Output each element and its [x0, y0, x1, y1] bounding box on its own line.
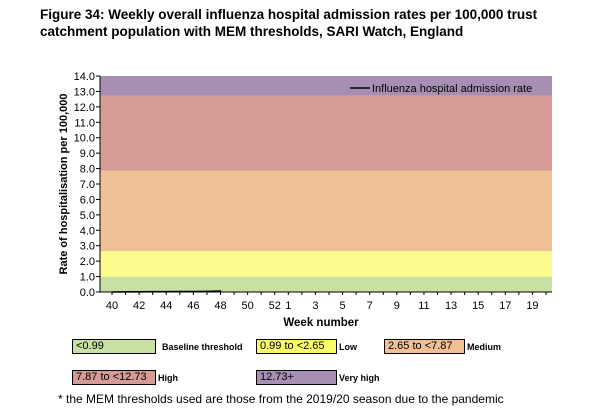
y-tick-label: 7.0 [80, 179, 95, 191]
data-point [138, 291, 140, 293]
key-label-medium: Medium [467, 342, 502, 352]
figure-title: Figure 34: Weekly overall influenza hosp… [40, 6, 580, 40]
x-tick-label: 5 [340, 300, 346, 312]
y-tick-label: 5.0 [80, 210, 95, 222]
chart-series [111, 290, 222, 293]
key-range-high: 7.87 to <12.73 [72, 370, 156, 385]
y-tick-label: 0.0 [80, 287, 95, 299]
y-tick-label: 3.0 [80, 241, 95, 253]
data-point [165, 290, 168, 293]
data-point [206, 290, 208, 293]
key-label-high: High [158, 373, 178, 383]
y-tick-label: 12.0 [74, 102, 95, 114]
footnote: * the MEM thresholds used are those from… [58, 392, 504, 406]
x-tick-label: 9 [394, 300, 400, 312]
x-tick-label: 52 [269, 300, 281, 312]
y-tick-label: 6.0 [80, 194, 95, 206]
key-range-medium: 2.65 to <7.87 [384, 339, 465, 354]
y-tick-label: 11.0 [74, 117, 95, 129]
x-tick-label: 7 [367, 300, 373, 312]
x-tick-label: 48 [214, 300, 226, 312]
key-label-baseline: Baseline threshold [162, 342, 243, 352]
key-range-baseline: <0.99 [72, 339, 156, 354]
legend-series-label: Influenza hospital admission rate [372, 83, 532, 95]
x-tick-label: 46 [187, 300, 199, 312]
x-tick-label: 13 [445, 300, 457, 312]
y-tick-label: 1.0 [80, 272, 95, 284]
threshold-bands [100, 76, 552, 292]
threshold-band-4 [100, 76, 552, 96]
chart-legend: Influenza hospital admission rate [350, 83, 532, 95]
data-point [111, 291, 113, 293]
figure-title-line-1: Figure 34: Weekly overall influenza hosp… [40, 7, 538, 22]
x-tick-label: 19 [526, 300, 538, 312]
x-tick-label: 42 [133, 300, 145, 312]
data-point [151, 290, 154, 293]
y-tick-label: 10.0 [74, 133, 95, 145]
x-tick-label: 1 [285, 300, 291, 312]
data-point [124, 291, 127, 293]
threshold-band-2 [100, 170, 552, 252]
x-tick-label: 44 [160, 300, 172, 312]
x-axis-label: Week number [283, 317, 359, 329]
y-tick-label: 14.0 [74, 71, 95, 83]
key-range-low: 0.99 to <2.65 [256, 339, 337, 354]
y-axis-label: Rate of hospitalisation per 100,000 [58, 94, 70, 275]
threshold-band-1 [100, 251, 552, 277]
y-tick-label: 13.0 [74, 86, 95, 98]
data-point [219, 290, 222, 292]
y-tick-label: 8.0 [80, 164, 95, 176]
y-tick-label: 9.0 [80, 148, 95, 160]
data-point [192, 290, 195, 293]
x-tick-label: 40 [106, 300, 118, 312]
threshold-band-0 [100, 276, 552, 292]
x-tick-label: 50 [242, 300, 254, 312]
data-point [179, 290, 181, 293]
figure-title-line-2: catchment population with MEM thresholds… [40, 24, 464, 39]
chart-axes: 0.0 1.0 2.0 3.0 4.0 5.0 6.0 7.0 8.0 9.0 10.0 11.0 12… [74, 71, 552, 312]
x-tick-label: 15 [472, 300, 484, 312]
x-tick-label: 17 [499, 300, 511, 312]
threshold-band-3 [100, 95, 552, 171]
key-label-very-high: Very high [339, 373, 380, 383]
x-tick-label: 3 [312, 300, 318, 312]
x-tick-label: 11 [418, 300, 429, 312]
key-range-very-high: 12.73+ [256, 370, 337, 385]
key-label-low: Low [339, 342, 357, 352]
y-tick-label: 2.0 [80, 256, 95, 268]
y-tick-label: 4.0 [80, 225, 95, 237]
influenza-chart: 0.0 1.0 2.0 3.0 4.0 5.0 6.0 7.0 8.0 9.0 10.0 11.0 12… [58, 71, 552, 329]
